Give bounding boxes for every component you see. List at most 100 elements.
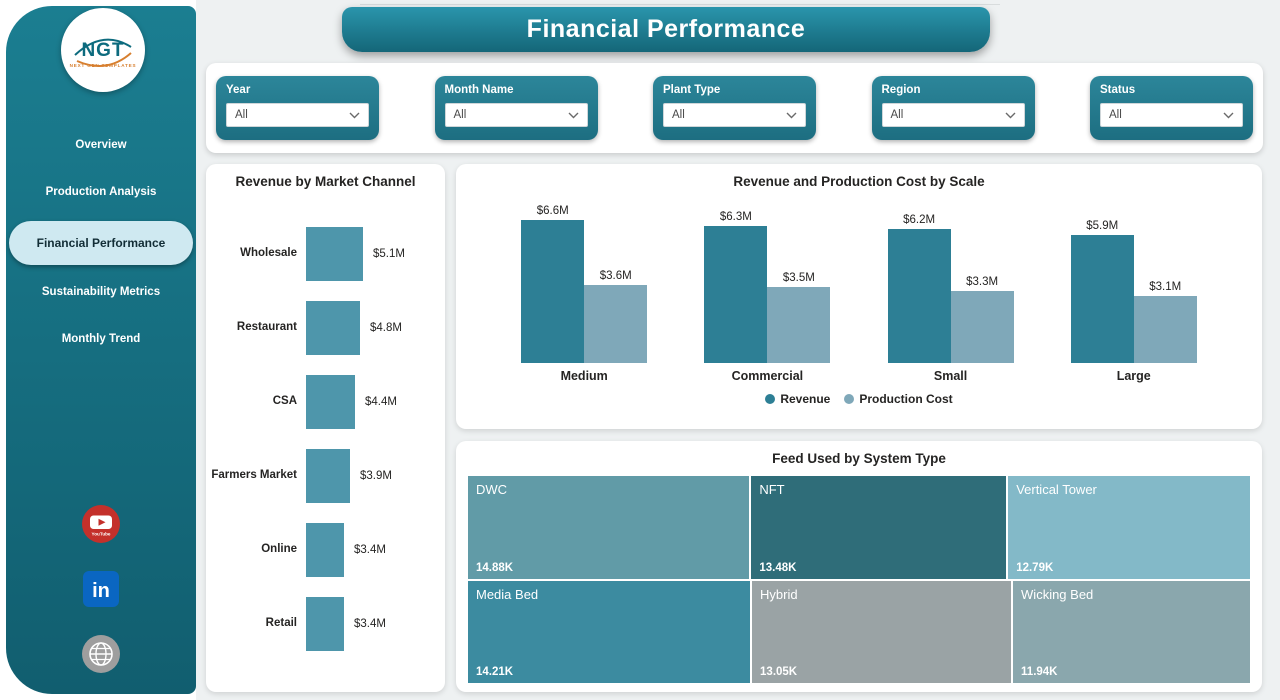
bar-csa[interactable] (306, 375, 355, 429)
bar-production-cost-commercial[interactable] (767, 287, 831, 363)
bar-production-cost-medium[interactable] (584, 285, 648, 363)
treemap-cell-wicking-bed[interactable]: Wicking Bed 11.94K (1013, 580, 1250, 683)
dropdown-value: All (1109, 109, 1122, 121)
cell-name: DWC (476, 482, 508, 497)
sidebar: NGT NEXT GEN TEMPLATES Overview Productio… (6, 6, 196, 694)
column-pair: $6.3M $3.5M (704, 211, 831, 363)
bar-retail[interactable] (306, 597, 344, 651)
chart-title: Revenue and Production Cost by Scale (733, 174, 985, 189)
bar-production-cost-large[interactable] (1133, 296, 1197, 363)
column-production-cost-small: $3.3M (950, 276, 1014, 363)
column-pair: $6.2M $3.3M (887, 214, 1014, 363)
axis-label-large: Large (1116, 369, 1151, 383)
legend-label: Production Cost (859, 392, 953, 406)
filter-year: Year All (216, 76, 379, 140)
treemap-cell-media-bed[interactable]: Media Bed 14.21K (468, 580, 751, 683)
bar-revenue-commercial[interactable] (704, 226, 768, 363)
chart-title: Feed Used by System Type (772, 451, 946, 466)
chevron-down-icon (568, 112, 579, 119)
legend-item-production-cost[interactable]: Production Cost (844, 392, 953, 406)
treemap-row: Media Bed 14.21K Hybrid 13.05K Wicking Bed 11… (467, 580, 1251, 685)
treemap-cell-vertical-tower[interactable]: Vertical Tower 12.79K (1008, 476, 1250, 579)
bar-production-cost-small[interactable] (950, 291, 1014, 363)
category-label: Restaurant (236, 321, 297, 334)
cell-name: Media Bed (476, 586, 539, 602)
bar-revenue-medium[interactable] (521, 220, 585, 363)
treemap-row: DWC 14.88K NFT 13.48K Vertical Tower 12.79K (467, 475, 1251, 580)
value-label: $5.1M (373, 248, 405, 260)
filter-label: Status (1100, 84, 1136, 96)
legend-dot (765, 394, 776, 404)
axis-label-commercial: Commercial (731, 369, 804, 383)
sidebar-item-overview[interactable]: Overview (75, 139, 127, 151)
axis-label-medium: Medium (560, 369, 608, 383)
bar-online[interactable] (306, 523, 344, 577)
bar-revenue-large[interactable] (1070, 235, 1134, 363)
filter-dropdown-region[interactable]: All (881, 103, 1025, 127)
category-label: CSA (272, 395, 297, 408)
filter-dropdown-year[interactable]: All (226, 103, 369, 127)
data-label: $5.9M (1086, 220, 1119, 232)
cell-value: 14.88K (476, 561, 514, 574)
cell-name: Vertical Tower (1016, 482, 1097, 497)
column-group-commercial: $6.3M $3.5M Commercial (704, 211, 831, 383)
data-label: $3.3M (966, 276, 999, 288)
column-group-medium: $6.6M $3.6M Medium (521, 205, 648, 383)
sidebar-item-monthly-trend[interactable]: Monthly Trend (61, 332, 141, 345)
filter-dropdown-status[interactable]: All (1100, 103, 1243, 127)
bar-revenue-small[interactable] (887, 229, 951, 363)
category-label: Farmers Market (211, 469, 297, 482)
data-label: $3.6M (599, 270, 632, 282)
legend-item-revenue[interactable]: Revenue (765, 392, 830, 406)
axis-label-small: Small (933, 369, 968, 383)
top-divider (360, 4, 1000, 5)
filter-dropdown-plant-type[interactable]: All (663, 103, 806, 127)
cell-name: NFT (759, 482, 785, 497)
treemap-cell-dwc[interactable]: DWC 14.88K (468, 476, 750, 579)
filter-region: Region All (871, 76, 1035, 140)
data-label: $3.5M (782, 272, 815, 284)
revenue-by-market-channel-card: Revenue by Market Channel Wholesale $5.1M… (206, 164, 445, 692)
filter-label: Plant Type (663, 84, 721, 96)
filter-plant-type: Plant Type All (653, 76, 816, 140)
value-label: $3.4M (354, 618, 386, 630)
filter-bar: Year All Month Name All Plant Type All Region A… (206, 63, 1263, 153)
treemap-cell-nft[interactable]: NFT 13.48K (751, 476, 1007, 579)
sidebar-item-production-analysis[interactable]: Production Analysis (45, 185, 157, 198)
legend-label: Revenue (780, 392, 831, 406)
cell-value: 11.94K (1021, 666, 1058, 678)
column-pair: $6.6M $3.6M (521, 205, 648, 363)
cell-value: 14.21K (476, 666, 514, 678)
bar-row-restaurant: Restaurant $4.8M (210, 301, 441, 355)
bar-farmers-market[interactable] (306, 449, 350, 503)
column-chart: $6.6M $3.6M Medium $6.3M $3.5M Commercial $6.2… (456, 205, 1262, 383)
treemap-cell-hybrid[interactable]: Hybrid 13.05K (752, 580, 1012, 683)
social-links: YouTube in (6, 504, 196, 674)
revenue-production-cost-card: Revenue and Production Cost by Scale $6.… (456, 164, 1262, 429)
bar-restaurant[interactable] (306, 301, 360, 355)
website-icon[interactable] (81, 634, 121, 674)
value-label: $4.8M (370, 322, 402, 334)
bar-wholesale[interactable] (306, 227, 363, 281)
cell-name: Wicking Bed (1021, 586, 1094, 602)
data-label: $6.3M (719, 211, 752, 223)
column-revenue-commercial: $6.3M (704, 211, 768, 363)
bar-row-csa: CSA $4.4M (210, 375, 441, 429)
sidebar-item-financial-performance[interactable]: Financial Performance (9, 220, 193, 265)
svg-text:YouTube: YouTube (92, 532, 111, 537)
column-production-cost-commercial: $3.5M (767, 272, 831, 363)
cell-name: Hybrid (760, 586, 798, 602)
chart-title: Revenue by Market Channel (235, 174, 416, 189)
chevron-down-icon (786, 112, 797, 119)
value-label: $4.4M (365, 396, 397, 408)
filter-dropdown-month-name[interactable]: All (444, 103, 588, 127)
cell-value: 13.48K (759, 561, 797, 574)
youtube-icon[interactable]: YouTube (81, 504, 121, 544)
data-label: $6.6M (536, 205, 569, 217)
sidebar-item-sustainability-metrics[interactable]: Sustainability Metrics (41, 285, 161, 298)
value-label: $3.9M (360, 470, 392, 482)
data-label: $3.1M (1149, 281, 1182, 293)
filter-label: Year (226, 84, 251, 96)
linkedin-icon[interactable]: in (82, 570, 120, 608)
chevron-down-icon (1223, 112, 1234, 119)
